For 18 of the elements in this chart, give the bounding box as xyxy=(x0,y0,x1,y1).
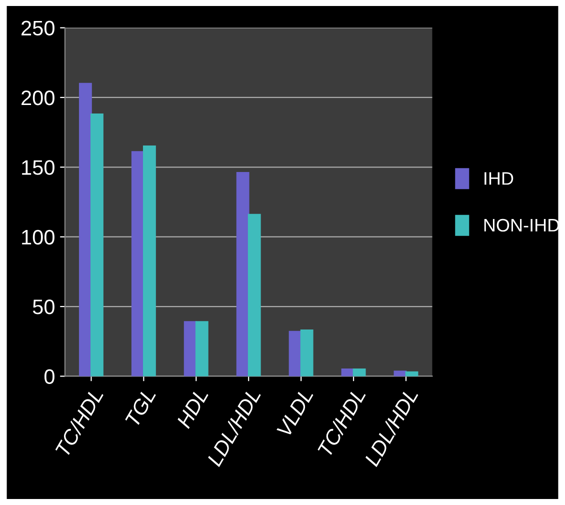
y-tick-label: 0 xyxy=(44,369,54,384)
y-tick-label: 100 xyxy=(22,230,54,245)
bar xyxy=(90,113,104,376)
y-tick-label: 50 xyxy=(32,300,54,314)
legend-label: IHD xyxy=(484,172,514,185)
bar xyxy=(195,321,208,376)
x-tick-label: TGL xyxy=(124,387,156,428)
y-tick-label: 150 xyxy=(22,160,54,175)
bar xyxy=(78,82,92,376)
y-tick-label: 250 xyxy=(22,20,54,36)
bar xyxy=(142,146,156,376)
bar xyxy=(300,330,314,376)
bar xyxy=(248,214,261,376)
bar xyxy=(405,371,418,376)
bar xyxy=(394,370,407,376)
bar xyxy=(352,368,366,376)
y-tick-label: 200 xyxy=(22,90,54,106)
bar xyxy=(236,172,250,376)
